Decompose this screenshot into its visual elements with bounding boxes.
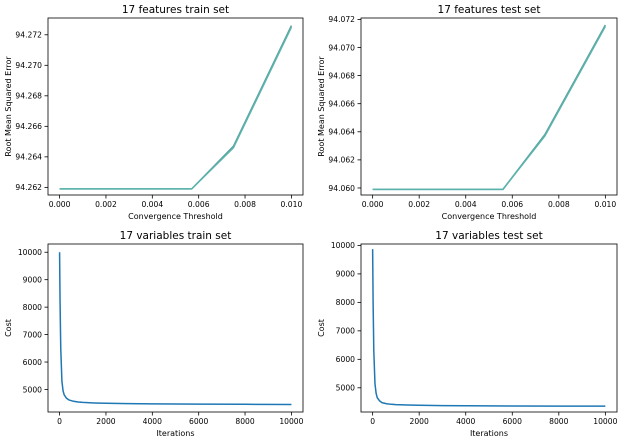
y-tick-label: 94.272 bbox=[15, 31, 42, 40]
y-tick-label: 94.072 bbox=[328, 15, 355, 24]
chart-title: 17 features test set bbox=[438, 4, 541, 16]
x-tick-label: 0.006 bbox=[501, 200, 523, 209]
x-tick-label: 0.000 bbox=[362, 200, 384, 209]
y-tick-label: 94.262 bbox=[15, 183, 42, 192]
subplot-1: 0.000 0.002 0.004 0.006 0.008 0.010 94.262 94.2… bbox=[4, 4, 304, 221]
y-tick-label: 94.268 bbox=[15, 92, 42, 101]
x-tick-label: 6000 bbox=[189, 417, 208, 426]
y-axis-label: Cost bbox=[317, 319, 326, 337]
x-tick-label: 10000 bbox=[593, 417, 617, 426]
x-tick-label: 0.000 bbox=[49, 200, 71, 209]
series-line-2 bbox=[59, 26, 293, 190]
x-tick-label: 2000 bbox=[410, 417, 429, 426]
chart-title: 17 variables train set bbox=[120, 230, 232, 242]
y-tick-label: 94.064 bbox=[328, 128, 355, 137]
x-tick-label: 0.002 bbox=[408, 200, 430, 209]
x-tick-label: 0.010 bbox=[281, 200, 303, 209]
y-tick-label: 9000 bbox=[23, 275, 42, 284]
x-tick-label: 0.010 bbox=[594, 200, 616, 209]
x-tick-label: 2000 bbox=[96, 417, 115, 426]
x-tick-label: 8000 bbox=[235, 417, 254, 426]
plot-frame bbox=[47, 243, 304, 413]
y-tick-label: 6000 bbox=[336, 355, 355, 364]
chart-title: 17 features train set bbox=[122, 4, 229, 16]
y-tick-label: 8000 bbox=[23, 303, 42, 312]
series-line-1 bbox=[58, 252, 292, 406]
y-axis-label: Root Mean Squared Error bbox=[4, 56, 13, 157]
series-line-1 bbox=[371, 249, 606, 407]
x-tick-label: 0.008 bbox=[548, 200, 570, 209]
subplot-3: 0 2000 4000 6000 8000 10000 5000 6000 7000 8000 90… bbox=[4, 230, 304, 438]
y-tick-label: 94.062 bbox=[328, 156, 355, 165]
y-tick-label: 94.266 bbox=[15, 122, 42, 131]
y-tick-label: 7000 bbox=[23, 330, 42, 339]
y-tick-label: 94.264 bbox=[15, 153, 42, 162]
y-tick-label: 10000 bbox=[18, 248, 42, 257]
x-tick-label: 0 bbox=[57, 417, 62, 426]
y-tick-label: 94.060 bbox=[328, 184, 355, 193]
x-tick-label: 0.006 bbox=[188, 200, 210, 209]
plot-frame bbox=[360, 17, 618, 196]
subplot-4: 0 2000 4000 6000 8000 10000 5000 6000 7000 8000 90… bbox=[317, 230, 618, 438]
y-tick-label: 94.270 bbox=[15, 61, 42, 70]
x-axis-label: Iterations bbox=[470, 429, 508, 438]
y-tick-label: 6000 bbox=[23, 358, 42, 367]
x-tick-label: 8000 bbox=[549, 417, 568, 426]
x-tick-label: 10000 bbox=[279, 417, 303, 426]
x-tick-label: 0.004 bbox=[141, 200, 163, 209]
x-tick-label: 0.008 bbox=[234, 200, 256, 209]
y-tick-label: 94.068 bbox=[328, 71, 355, 80]
y-axis-label: Cost bbox=[4, 319, 13, 337]
y-tick-label: 7000 bbox=[336, 327, 355, 336]
y-tick-label: 5000 bbox=[23, 385, 42, 394]
x-axis-label: Iterations bbox=[156, 429, 194, 438]
y-tick-label: 8000 bbox=[336, 298, 355, 307]
x-tick-label: 4000 bbox=[143, 417, 162, 426]
y-tick-label: 5000 bbox=[336, 384, 355, 393]
series-line-2 bbox=[372, 26, 607, 191]
x-tick-label: 0 bbox=[370, 417, 375, 426]
chart-title: 17 variables test set bbox=[435, 230, 542, 242]
y-tick-label: 94.066 bbox=[328, 99, 355, 108]
x-axis-label: Convergence Threshold bbox=[442, 212, 537, 221]
plot-frame bbox=[360, 243, 618, 413]
plot-frame bbox=[47, 17, 304, 196]
x-axis-label: Convergence Threshold bbox=[128, 212, 223, 221]
series-line-1 bbox=[372, 24, 607, 191]
y-tick-label: 94.070 bbox=[328, 43, 355, 52]
subplot-2: 0.000 0.002 0.004 0.006 0.008 0.010 94.060 94.0… bbox=[317, 4, 618, 221]
y-tick-label: 10000 bbox=[331, 241, 355, 250]
x-tick-label: 0.004 bbox=[455, 200, 477, 209]
y-tick-label: 9000 bbox=[336, 270, 355, 279]
y-axis-label: Root Mean Squared Error bbox=[317, 56, 326, 157]
series-line-1 bbox=[59, 25, 293, 190]
x-tick-label: 4000 bbox=[456, 417, 475, 426]
x-tick-label: 6000 bbox=[503, 417, 522, 426]
x-tick-label: 0.002 bbox=[95, 200, 117, 209]
